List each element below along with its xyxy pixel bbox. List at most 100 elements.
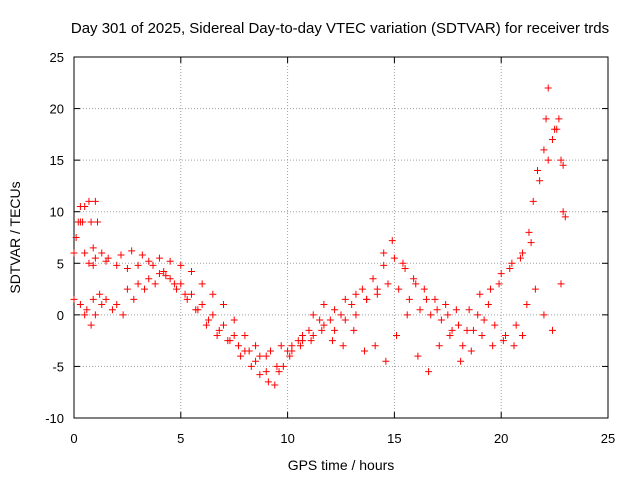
data-point (230, 331, 238, 339)
data-point (70, 249, 78, 257)
y-tick-label: 25 (50, 50, 64, 65)
data-point (519, 331, 527, 339)
data-point (557, 280, 565, 288)
series-trace-d (76, 84, 569, 360)
data-point (341, 316, 349, 324)
data-points (70, 84, 569, 389)
data-point (527, 239, 535, 247)
data-point (557, 156, 565, 164)
data-point (525, 228, 533, 236)
series-trace-c (81, 272, 527, 386)
data-point (559, 208, 567, 216)
x-tick-label: 10 (280, 431, 294, 446)
data-point (307, 337, 315, 345)
data-point (145, 257, 153, 265)
data-point (247, 362, 255, 370)
data-point (476, 290, 484, 298)
data-point (484, 301, 492, 309)
data-point (508, 259, 516, 267)
data-point (510, 342, 518, 350)
data-point (393, 331, 401, 339)
data-point (422, 295, 430, 303)
data-point (414, 352, 422, 360)
data-point (234, 342, 242, 350)
data-point (96, 290, 104, 298)
data-point (256, 352, 264, 360)
data-point (220, 301, 228, 309)
data-point (442, 301, 450, 309)
data-point (213, 331, 221, 339)
data-point (89, 261, 97, 269)
data-point (499, 337, 507, 345)
data-point (540, 311, 548, 319)
data-point (457, 357, 465, 365)
data-point (395, 285, 403, 293)
data-point (305, 326, 313, 334)
data-point (561, 213, 569, 221)
data-point (384, 280, 392, 288)
data-point (299, 331, 307, 339)
series-trace-a (70, 125, 567, 370)
data-point (371, 342, 379, 350)
data-point (198, 301, 206, 309)
data-point (81, 203, 89, 211)
data-point (230, 316, 238, 324)
data-point (134, 280, 142, 288)
data-point (337, 311, 345, 319)
y-tick-label: -5 (52, 359, 64, 374)
data-point (155, 270, 163, 278)
data-point (529, 197, 537, 205)
data-point (373, 290, 381, 298)
data-point (512, 321, 520, 329)
data-point (544, 84, 552, 92)
data-point (452, 306, 460, 314)
data-point (531, 285, 539, 293)
data-point (187, 268, 195, 276)
data-point (288, 342, 296, 350)
data-point (467, 347, 475, 355)
data-point (519, 249, 527, 257)
data-point (403, 311, 411, 319)
data-point (87, 321, 95, 329)
data-point (267, 347, 275, 355)
data-point (181, 290, 189, 298)
data-point (155, 254, 163, 262)
data-point (72, 234, 80, 241)
data-point (416, 306, 424, 314)
data-point (431, 295, 439, 303)
data-point (465, 306, 473, 314)
data-point (559, 161, 567, 169)
data-point (388, 237, 396, 245)
data-point (262, 368, 270, 376)
data-point (516, 254, 524, 262)
data-point (237, 352, 245, 360)
data-point (348, 301, 356, 309)
data-point (369, 275, 377, 283)
data-point (113, 301, 121, 309)
data-point (536, 177, 544, 185)
data-point (341, 295, 349, 303)
data-point (316, 316, 324, 324)
data-point (474, 311, 482, 319)
data-point (478, 331, 486, 339)
data-point (128, 247, 136, 255)
data-point (83, 306, 91, 314)
data-point (220, 321, 228, 329)
data-point (320, 301, 328, 309)
data-point (523, 301, 531, 309)
data-point (534, 166, 542, 174)
data-point (489, 342, 497, 350)
data-point (91, 197, 99, 205)
data-point (70, 295, 78, 303)
data-point (262, 352, 270, 360)
data-point (91, 311, 99, 319)
data-point (256, 371, 264, 379)
data-point (81, 311, 89, 319)
data-point (454, 321, 462, 329)
data-point (495, 280, 503, 288)
data-point (166, 257, 174, 265)
data-point (123, 264, 131, 272)
data-point (497, 270, 505, 278)
data-point (542, 115, 550, 123)
data-point (117, 251, 125, 259)
